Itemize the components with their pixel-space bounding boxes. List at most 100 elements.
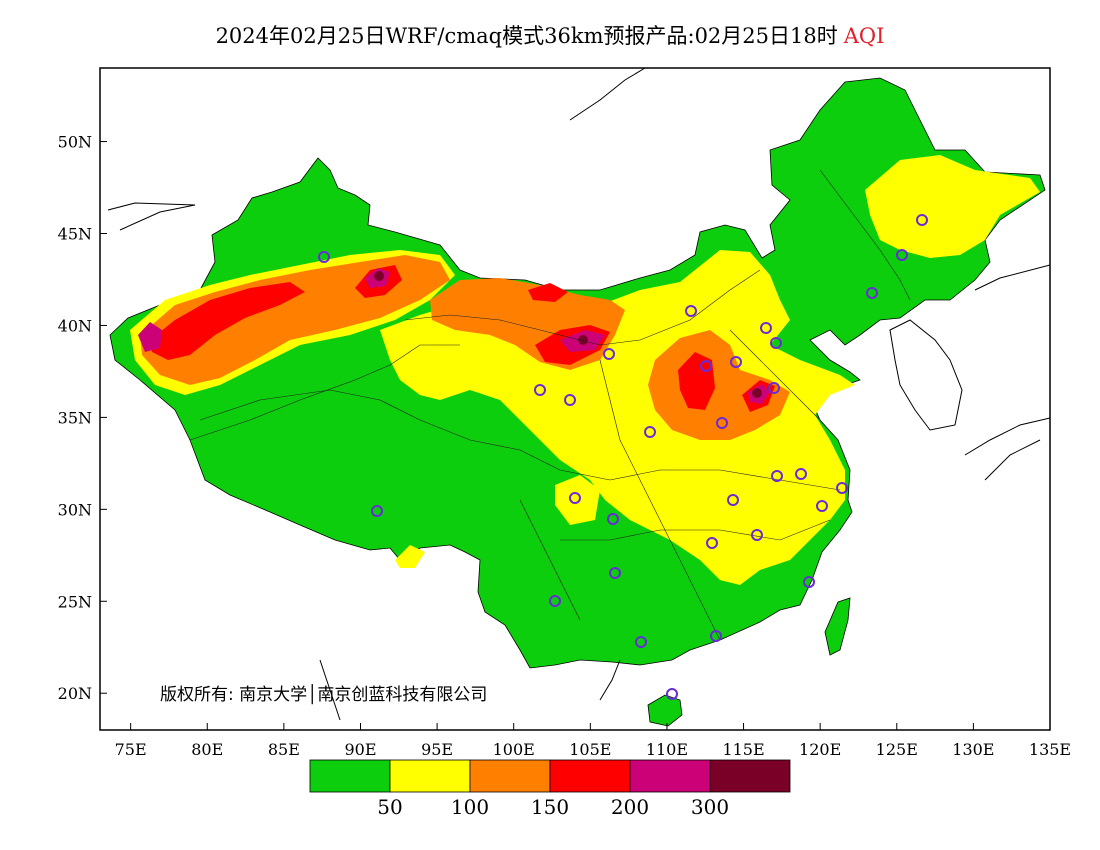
station-marker[interactable] [816, 500, 828, 512]
border-sichuan [519, 499, 581, 621]
station-marker[interactable] [803, 576, 815, 588]
station-marker[interactable] [727, 494, 739, 506]
station-marker[interactable] [771, 470, 783, 482]
border-yangtze [560, 519, 831, 541]
station-marker[interactable] [768, 382, 780, 394]
lon-tick-label: 105E [569, 740, 611, 759]
border-northeast [819, 169, 911, 301]
lat-tick-label: 35N [58, 408, 92, 427]
station-marker[interactable] [318, 251, 330, 263]
lon-tick-label: 130E [952, 740, 994, 759]
border-shandong [729, 329, 821, 421]
station-marker[interactable] [916, 214, 928, 226]
sakhalin-coastline [974, 264, 1051, 291]
neighbor-coastlines [107, 67, 1051, 721]
lon-tick-label: 125E [876, 740, 918, 759]
copyright-notice: 版权所有: 南京大学│南京创蓝科技有限公司 [160, 685, 488, 705]
russia-coastline [569, 67, 646, 121]
unhealthy-zone-tarim [150, 282, 305, 360]
legend-swatch [389, 759, 471, 793]
latitude-axis: 50N 45N 40N 35N 30N 25N 20N [58, 133, 107, 703]
station-marker[interactable] [710, 630, 722, 642]
station-marker[interactable] [666, 688, 678, 700]
lon-tick-label: 115E [722, 740, 764, 759]
hazardous-peak-henan [752, 388, 762, 398]
station-marker[interactable] [716, 417, 728, 429]
map-frame [99, 67, 1051, 731]
japan-coastline [964, 417, 1051, 481]
kazakh-coastline [107, 202, 196, 231]
legend-label: 50 [377, 795, 402, 819]
station-marker[interactable] [896, 249, 908, 261]
lat-tick-label: 20N [58, 684, 92, 703]
station-marker[interactable] [549, 595, 561, 607]
lon-tick-label: 100E [493, 740, 535, 759]
legend-swatch [709, 759, 791, 793]
legend-label: 150 [531, 795, 569, 819]
legend-label: 300 [691, 795, 729, 819]
legend-swatch [549, 759, 631, 793]
unhealthy-zone-shanxi [678, 352, 715, 410]
station-marker[interactable] [569, 492, 581, 504]
aqi-legend: 50 100 150 200 300 [309, 759, 791, 819]
lon-tick-label: 85E [268, 740, 300, 759]
border-inner-mongolia [404, 269, 761, 346]
lat-tick-label: 50N [58, 133, 92, 152]
lon-tick-label: 80E [191, 740, 223, 759]
station-marker[interactable] [730, 356, 742, 368]
taiwan-island [824, 597, 851, 656]
longitude-axis: 75E 80E 85E 90E 95E 100E 105E 110E 115E 120E 125E 1… [115, 723, 1071, 759]
legend-swatch [309, 759, 391, 793]
legend-label: 100 [451, 795, 489, 819]
border-xinjiang-south [189, 344, 460, 441]
station-marker[interactable] [700, 360, 712, 372]
station-marker[interactable] [706, 537, 718, 549]
lon-tick-label: 95E [421, 740, 453, 759]
korea-coastline [889, 319, 963, 431]
lat-tick-label: 30N [58, 500, 92, 519]
station-marker[interactable] [795, 468, 807, 480]
legend-swatch [629, 759, 711, 793]
station-marker[interactable] [609, 567, 621, 579]
map-title: 2024年02月25日WRF/cmaq模式36km预报产品:02月25日18时 A… [0, 20, 1100, 50]
moderate-zone-southwest [555, 475, 600, 525]
moderate-zone-yunnan [395, 545, 425, 568]
station-marker[interactable] [564, 394, 576, 406]
station-marker[interactable] [607, 513, 619, 525]
station-marker[interactable] [836, 482, 848, 494]
sensitive-zone-central [648, 330, 790, 440]
station-marker[interactable] [760, 322, 772, 334]
lon-tick-label: 120E [799, 740, 841, 759]
title-text: 2024年02月25日WRF/cmaq模式36km预报产品:02月25日18时 [215, 24, 838, 48]
lat-tick-label: 25N [58, 592, 92, 611]
hazardous-peak-hami [374, 271, 384, 281]
title-variable: AQI [843, 24, 885, 48]
china-aqi-field [109, 77, 1046, 727]
hazardous-peak-ordos [578, 335, 588, 345]
border-central-ns [599, 359, 721, 641]
station-marker[interactable] [644, 426, 656, 438]
hainan-island [647, 694, 683, 727]
station-markers [318, 214, 928, 700]
station-marker[interactable] [685, 305, 697, 317]
lon-tick-label: 90E [344, 740, 376, 759]
lon-tick-label: 75E [115, 740, 147, 759]
lon-tick-label: 110E [646, 740, 688, 759]
station-marker[interactable] [770, 337, 782, 349]
vietnam-coastline [319, 659, 621, 721]
very-unhealthy-zone-kashgar [138, 322, 162, 352]
legend-label: 200 [611, 795, 649, 819]
moderate-zone-northeast [865, 155, 1040, 258]
lat-tick-label: 40N [58, 316, 92, 335]
station-marker[interactable] [534, 384, 546, 396]
border-tibet-qinghai [199, 389, 521, 451]
station-marker[interactable] [603, 348, 615, 360]
lon-tick-label: 135E [1029, 740, 1071, 759]
station-marker[interactable] [371, 505, 383, 517]
station-marker[interactable] [751, 529, 763, 541]
unhealthy-zone-alashan [528, 283, 568, 302]
station-marker[interactable] [866, 287, 878, 299]
legend-swatch [469, 759, 551, 793]
station-marker[interactable] [635, 636, 647, 648]
